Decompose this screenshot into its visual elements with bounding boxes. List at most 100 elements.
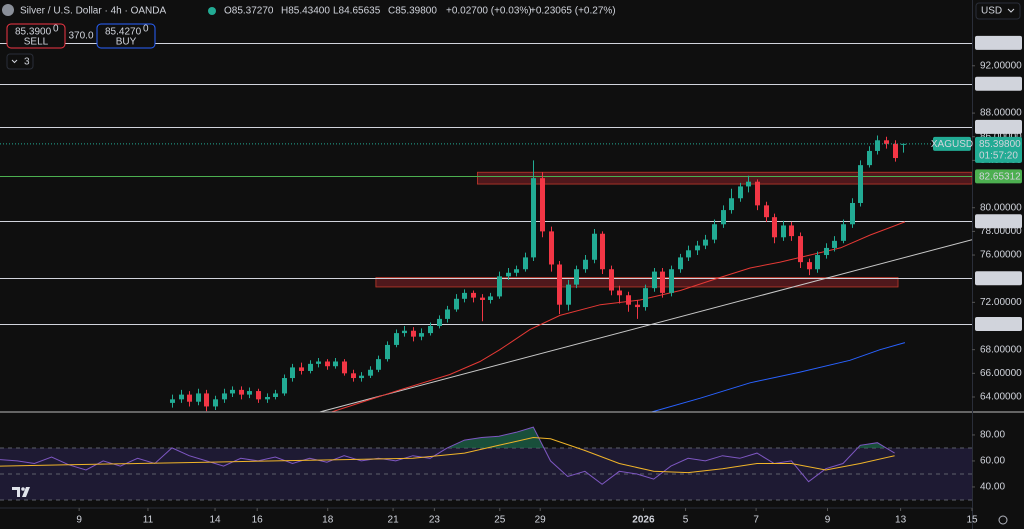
candle-body (333, 361, 338, 367)
y-tick-label: 60.00 (980, 456, 1005, 467)
rsi-panel (0, 426, 972, 501)
candle-body (351, 373, 356, 379)
candle-body (437, 318, 442, 327)
candle-body (815, 255, 820, 270)
candle-body (884, 140, 889, 144)
candle-body (781, 225, 786, 238)
candle-body (893, 143, 898, 159)
candle-body (798, 236, 803, 263)
rsi-line (0, 426, 895, 485)
symbol-title: Silver / U.S. Dollar · 4h · OANDA (20, 6, 166, 17)
candle-body (488, 296, 493, 300)
ohlc-low: L84.65635 (333, 6, 381, 17)
candle-body (583, 259, 588, 270)
candle-body (635, 304, 640, 308)
candle-body (712, 224, 717, 240)
candle-body (359, 375, 364, 379)
level-label: 86.83746 (979, 122, 1021, 133)
price-axis: 64.00000 66.00000 68.00000 72.00000 76.00000… (931, 35, 1022, 493)
candle-body (858, 165, 863, 203)
buy-button[interactable] (96, 23, 156, 49)
candle-body (506, 272, 511, 277)
moving-average (330, 221, 906, 412)
candle-body (445, 309, 450, 319)
level-label: 78.86090 (979, 216, 1021, 227)
dropdown-icon (1007, 8, 1015, 13)
y-tick-label: 68.00000 (980, 344, 1022, 355)
x-tick-label: 11 (143, 515, 154, 526)
settings-icon[interactable] (998, 515, 1008, 525)
indicators-toggle[interactable] (6, 53, 34, 70)
y-tick-label: 72.00000 (980, 297, 1022, 308)
candle-body (368, 369, 373, 376)
candle-body (471, 292, 476, 298)
sell-button[interactable] (6, 23, 66, 49)
candle-body (652, 271, 657, 289)
candle-body (875, 140, 880, 151)
y-tick-label: 80.00 (980, 430, 1005, 441)
y-tick-label: 76.00000 (980, 250, 1022, 261)
candle-body (824, 247, 829, 256)
currency: USD (981, 6, 1002, 17)
candle-body (273, 393, 278, 397)
y-tick-label: 64.00000 (980, 392, 1022, 403)
x-tick-label: 15 (966, 515, 978, 526)
candle-body (686, 250, 691, 258)
candle-body (204, 393, 209, 407)
change: +0.02700 (+0.03%) (446, 6, 532, 17)
candle-body (179, 394, 184, 400)
candle-body (342, 361, 347, 374)
candle-body (196, 393, 201, 402)
candle-body (566, 284, 571, 305)
candle-body (626, 295, 631, 305)
symbol-label: XAGUSD (931, 139, 973, 150)
candle-body (841, 224, 846, 241)
candle-body (738, 186, 743, 199)
chevron-icon (11, 59, 18, 64)
candle-body (282, 378, 287, 394)
x-tick-label: 5 (683, 515, 689, 526)
level-label: 90.48451 (979, 79, 1021, 90)
candle-body (600, 233, 605, 270)
level-label: 93.93678 (979, 38, 1021, 49)
change-long: +0.23065 (+0.27%) (530, 6, 616, 17)
buy-price: 85.4270 (105, 27, 142, 38)
sell-price-sup: 0 (53, 24, 59, 35)
symbol-tag (933, 136, 971, 151)
candle-body (643, 288, 648, 308)
candle-body (419, 333, 424, 337)
level-tag (975, 76, 1022, 91)
candle-body (832, 240, 837, 248)
candle-body (247, 391, 252, 395)
candle-body (789, 225, 794, 237)
candle-body (497, 276, 502, 297)
x-tick-label: 2026 (632, 515, 655, 526)
zone (476, 171, 972, 185)
x-tick-label: 29 (535, 515, 547, 526)
price-panel (0, 43, 972, 412)
y-tick-label: 88.00000 (980, 108, 1022, 119)
candle-body (660, 271, 665, 293)
currency-select[interactable] (975, 2, 1021, 20)
candle-body (764, 205, 769, 218)
level-label: 74.03385 (979, 273, 1021, 284)
x-tick-label: 25 (494, 515, 506, 526)
candle-body (454, 298, 459, 310)
candle-body (678, 257, 683, 270)
candle-body (290, 367, 295, 379)
x-tick-label: 18 (322, 515, 334, 526)
overbought-fill (171, 427, 887, 448)
ohlc-close: C85.39800 (388, 6, 437, 17)
candle-body (746, 181, 751, 187)
candle-body (557, 264, 562, 305)
candle-body (480, 297, 485, 300)
buy-price-sup: 0 (143, 24, 149, 35)
rsi-line (0, 436, 895, 474)
level-tag (975, 317, 1022, 332)
candle-body (807, 262, 812, 270)
candle-body (729, 198, 734, 211)
last-price-tag (975, 136, 1022, 163)
x-tick-label: 21 (388, 515, 400, 526)
tv-logo (12, 487, 30, 497)
y-tick-label: 40.00 (980, 482, 1005, 493)
